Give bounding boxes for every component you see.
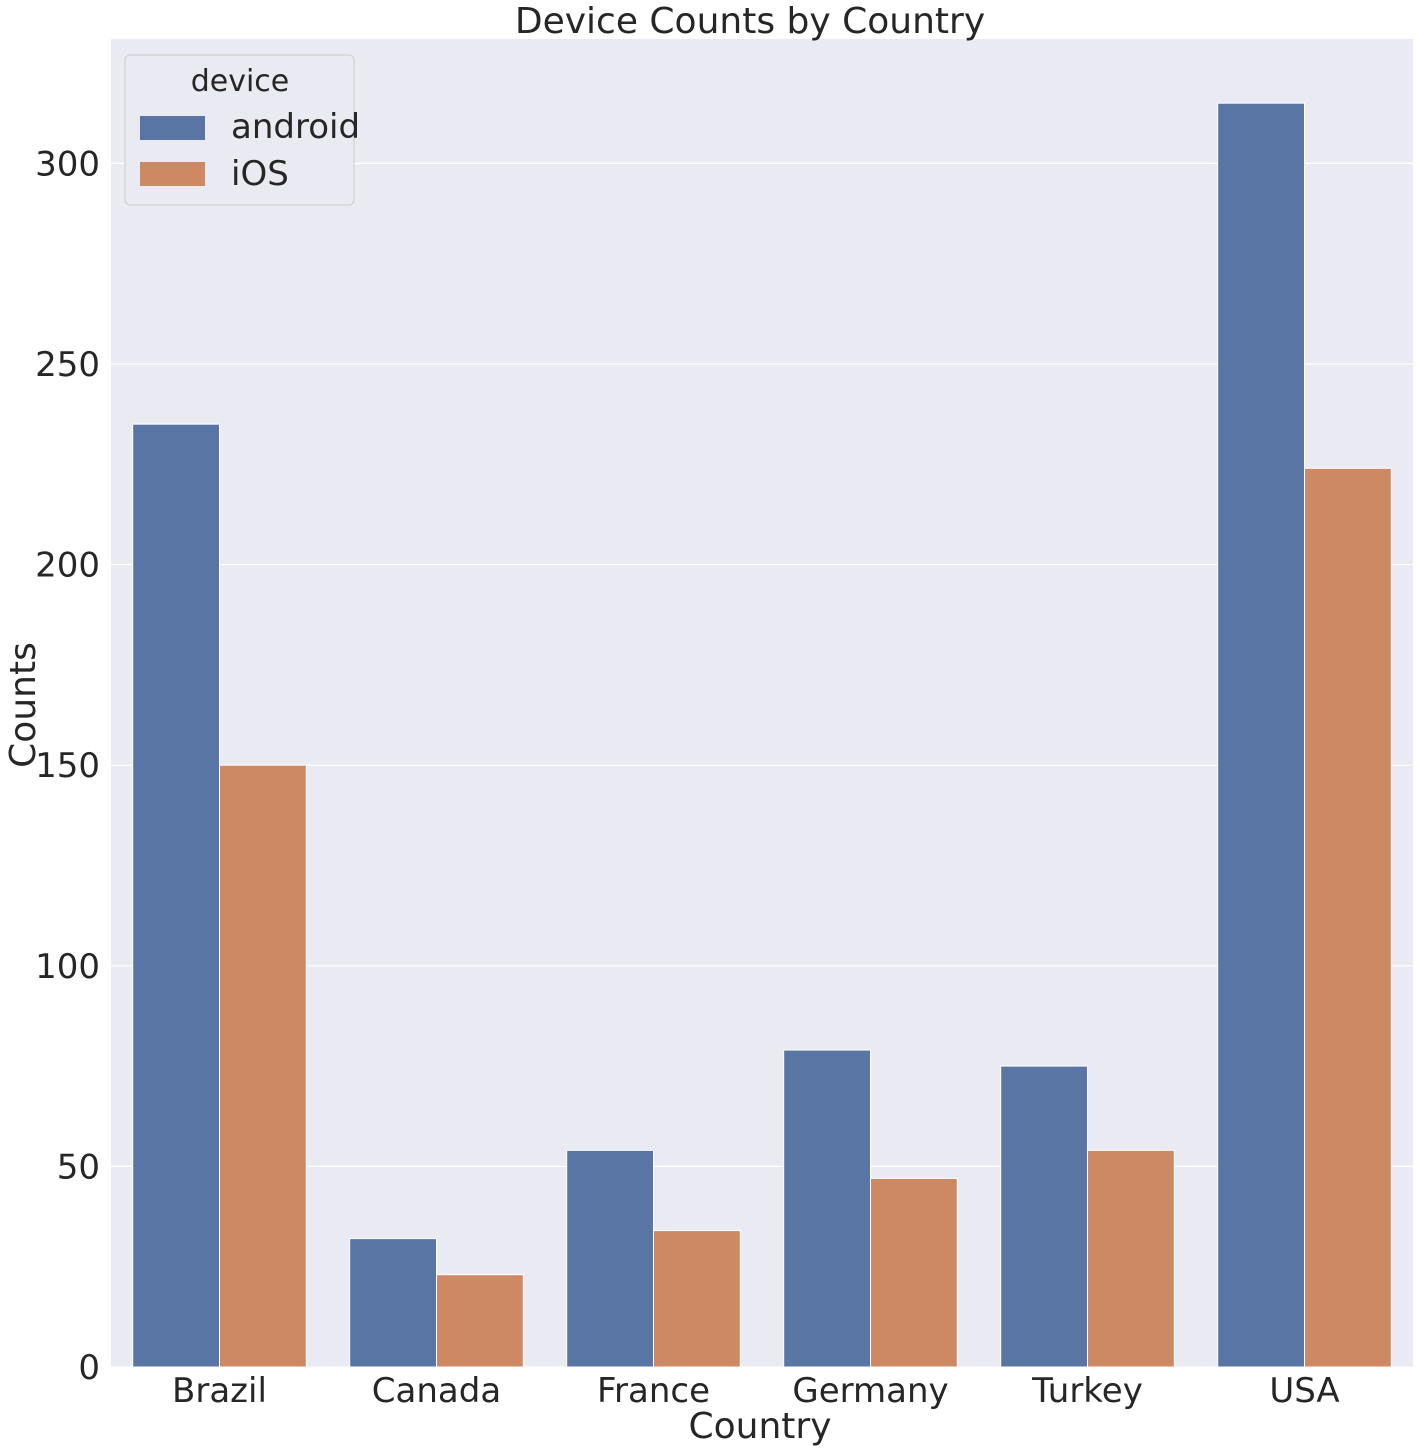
bar-android-brazil (132, 423, 220, 1368)
y-tick-label: 250 (35, 345, 100, 385)
x-tick-label: Germany (792, 1371, 948, 1411)
y-tick-label: 100 (35, 947, 100, 987)
legend-label-ios: iOS (231, 154, 289, 194)
plot-background (111, 39, 1413, 1367)
chart-title: Device Counts by Country (515, 1, 985, 42)
legend-title: device (191, 64, 290, 99)
bar-android-france (566, 1149, 655, 1368)
x-tick-labels: Brazil Canada France Germany Turkey USA (172, 1371, 1340, 1411)
x-tick-label: France (597, 1371, 710, 1411)
bar-android-canada (349, 1238, 438, 1368)
gridlines (111, 162, 1413, 1368)
y-tick-label: 150 (35, 746, 100, 786)
bar-ios-canada (436, 1274, 524, 1368)
legend-swatch-ios (140, 162, 205, 186)
bar-android-usa (1217, 102, 1305, 1368)
bar-ios-brazil (219, 764, 307, 1368)
x-tick-label: Canada (372, 1371, 501, 1411)
legend-label-android: android (231, 107, 360, 147)
y-tick-label: 50 (57, 1147, 100, 1187)
bar-ios-turkey (1087, 1149, 1175, 1368)
bar-ios-germany (870, 1177, 958, 1368)
x-axis-label: Country (688, 1406, 831, 1447)
y-tick-label: 0 (78, 1348, 100, 1388)
x-tick-label: USA (1269, 1371, 1339, 1411)
x-tick-label: Turkey (1031, 1371, 1143, 1411)
x-tick-label: Brazil (172, 1371, 267, 1411)
bar-ios-usa (1304, 467, 1392, 1368)
y-axis-label: Counts (3, 642, 44, 768)
legend: device android iOS (124, 54, 360, 206)
bars (132, 102, 1392, 1368)
bar-ios-france (653, 1230, 741, 1368)
y-tick-label: 300 (35, 144, 100, 184)
legend-swatch-android (140, 116, 205, 140)
bar-android-germany (783, 1049, 872, 1368)
y-tick-label: 200 (35, 546, 100, 586)
y-tick-labels: 0 50 100 150 200 250 300 (35, 144, 100, 1388)
bar-android-turkey (1000, 1065, 1089, 1368)
